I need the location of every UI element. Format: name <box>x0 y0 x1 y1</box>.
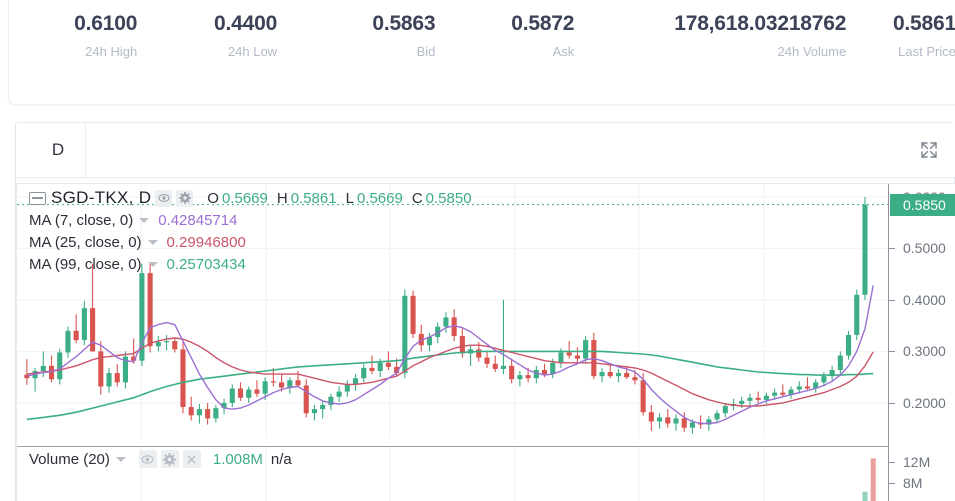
volume-axis-label: 8M <box>903 474 923 491</box>
volume-value: 1.008M <box>212 450 263 468</box>
volume-secondary: n/a <box>270 450 292 468</box>
volume-plot[interactable]: Volume (20) <box>17 446 888 501</box>
axis-tick <box>889 482 895 484</box>
eye-icon-svg <box>141 454 154 464</box>
price-axis-label: 0.4000 <box>903 291 946 308</box>
close-icon-svg <box>187 454 197 464</box>
axis-tick <box>889 299 895 301</box>
price-axis[interactable]: 0.60000.50000.40000.30000.20000.585012M8… <box>888 184 955 501</box>
stat-value: 0.5863 <box>372 12 436 35</box>
stat-ask: 0.5872 Ask <box>435 1 574 63</box>
axis-tick <box>889 248 895 250</box>
eye-icon[interactable] <box>155 189 173 207</box>
price-axis-label: 0.3000 <box>903 343 946 360</box>
eye-icon[interactable] <box>138 450 157 468</box>
eye-icon-svg <box>158 194 170 202</box>
axis-tick <box>889 462 895 464</box>
price-plot-svg <box>17 184 888 439</box>
chevron-down-icon[interactable] <box>115 456 126 462</box>
stat-value: 0.5861 <box>892 12 955 35</box>
stat-value: 0.5872 <box>511 12 575 35</box>
close-icon[interactable] <box>182 450 201 468</box>
chart-toolbar: D <box>16 123 955 178</box>
stat-bid: 0.5863 Bid <box>277 1 435 63</box>
axis-tick <box>889 351 895 353</box>
stat-value: 0.4400 <box>214 12 278 35</box>
stat-label: 24h Volume <box>777 44 847 59</box>
volume-title: Volume (20) <box>29 450 110 468</box>
axis-tick <box>889 402 895 404</box>
tradingview-chart[interactable]: SGD-TKX, D <box>16 183 955 501</box>
stat-label: Ask <box>552 44 575 59</box>
stat-label: Bid <box>416 44 436 59</box>
chevron-down-icon[interactable] <box>139 217 150 223</box>
chevron-down-icon[interactable] <box>147 239 158 245</box>
stat-label: 24h Low <box>227 44 278 59</box>
fullscreen-expand-icon-svg <box>921 142 937 158</box>
gear-icon[interactable] <box>160 450 179 468</box>
volume-legend: Volume (20) <box>29 450 292 468</box>
gear-icon-svg <box>163 452 177 466</box>
stat-24h-high: 0.6100 24h High <box>9 1 137 63</box>
gear-icon-svg <box>178 192 191 204</box>
gear-icon[interactable] <box>176 189 194 207</box>
price-axis-label: 0.2000 <box>903 394 946 411</box>
volume-plot-svg <box>140 447 876 501</box>
timeframe-tab-d[interactable]: D <box>31 123 86 177</box>
volume-axis-label: 12M <box>903 454 931 471</box>
fullscreen-expand-icon[interactable] <box>913 135 945 165</box>
chevron-down-icon[interactable] <box>147 261 158 267</box>
stat-value: 0.6100 <box>74 12 138 35</box>
stat-label: Last Price <box>898 44 955 59</box>
last-price-badge: 0.5850 <box>890 193 955 216</box>
stat-24h-low: 0.4400 24h Low <box>137 1 277 63</box>
chart-card: D SGD-TK <box>15 122 955 501</box>
market-stats-card: 0.6100 24h High 0.4400 24h Low 0.5863 Bi… <box>8 0 955 105</box>
stat-value: 178,618.03218762 <box>674 12 847 35</box>
price-plot[interactable]: SGD-TKX, D <box>17 184 888 439</box>
market-stats-row: 0.6100 24h High 0.4400 24h Low 0.5863 Bi… <box>9 1 955 81</box>
price-axis-label: 0.5000 <box>903 240 946 257</box>
stat-24h-volume: 178,618.03218762 24h Volume <box>574 1 846 63</box>
stat-last-price: 0.5861 Last Price <box>846 1 955 63</box>
stat-label: 24h High <box>85 44 138 59</box>
